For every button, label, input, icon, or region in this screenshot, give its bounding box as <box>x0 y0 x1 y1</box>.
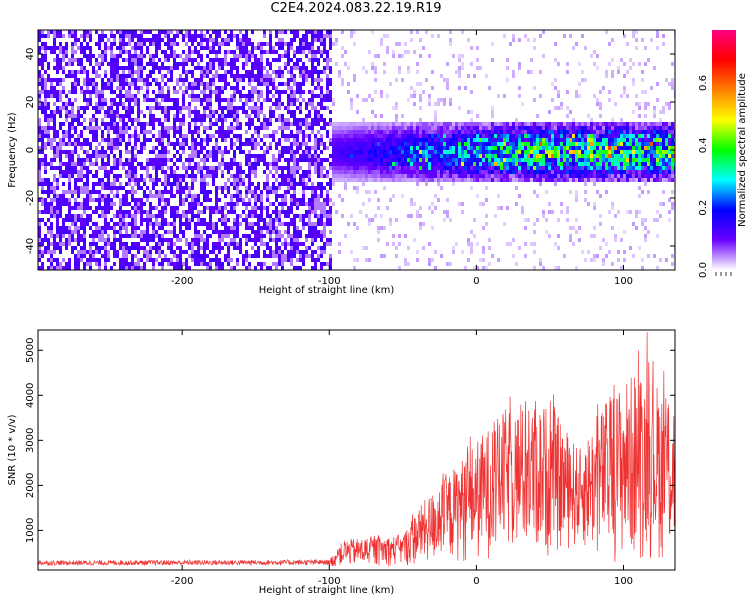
colorbar-label: Normalized spectral amplitude <box>737 73 748 227</box>
heatmap-xlabel: Height of straight line (km) <box>259 285 395 296</box>
colorbar-tick-label: 0.0 <box>698 262 709 278</box>
colorbar-tick-label: 0.2 <box>698 200 709 216</box>
heatmap-xtick-label: -200 <box>171 276 194 287</box>
heatmap-xtick-label: 0 <box>473 276 479 287</box>
snr-frame <box>37 329 676 571</box>
heatmap-xtick-label: -100 <box>318 276 341 287</box>
snr-xlabel: Height of straight line (km) <box>259 585 395 596</box>
colorbar-tick-label: 0.4 <box>698 137 709 153</box>
heatmap-ytick-label: -40 <box>25 238 36 254</box>
heatmap-ytick-label: 40 <box>25 48 36 61</box>
chart-title: C2E4.2024.083.22.19.R19 <box>270 1 442 16</box>
heatmap-xtick-label: 100 <box>614 276 633 287</box>
heatmap-ytick-label: -20 <box>25 190 36 206</box>
snr-ytick-label: 5000 <box>25 338 36 363</box>
heatmap-ytick-label: 20 <box>25 96 36 109</box>
snr-xtick-label: 0 <box>473 576 479 587</box>
heatmap-cells <box>38 30 675 270</box>
snr-series-line <box>38 332 675 567</box>
snr-xtick-label: -100 <box>318 576 341 587</box>
snr-xtick-label: 100 <box>614 576 633 587</box>
heatmap-ytick-label: 0 <box>25 147 36 153</box>
snr-ytick-label: 3000 <box>25 428 36 453</box>
heatmap-ylabel: Frequency (Hz) <box>7 112 18 188</box>
colorbar <box>712 30 736 270</box>
snr-ytick-label: 1000 <box>25 518 36 543</box>
snr-xtick-label: -200 <box>171 576 194 587</box>
snr-ytick-label: 2000 <box>25 473 36 498</box>
colorbar-tick-label: 0.6 <box>698 75 709 91</box>
snr-ylabel: SNR (10 * v/v) <box>7 414 18 485</box>
snr-ytick-label: 4000 <box>25 383 36 408</box>
